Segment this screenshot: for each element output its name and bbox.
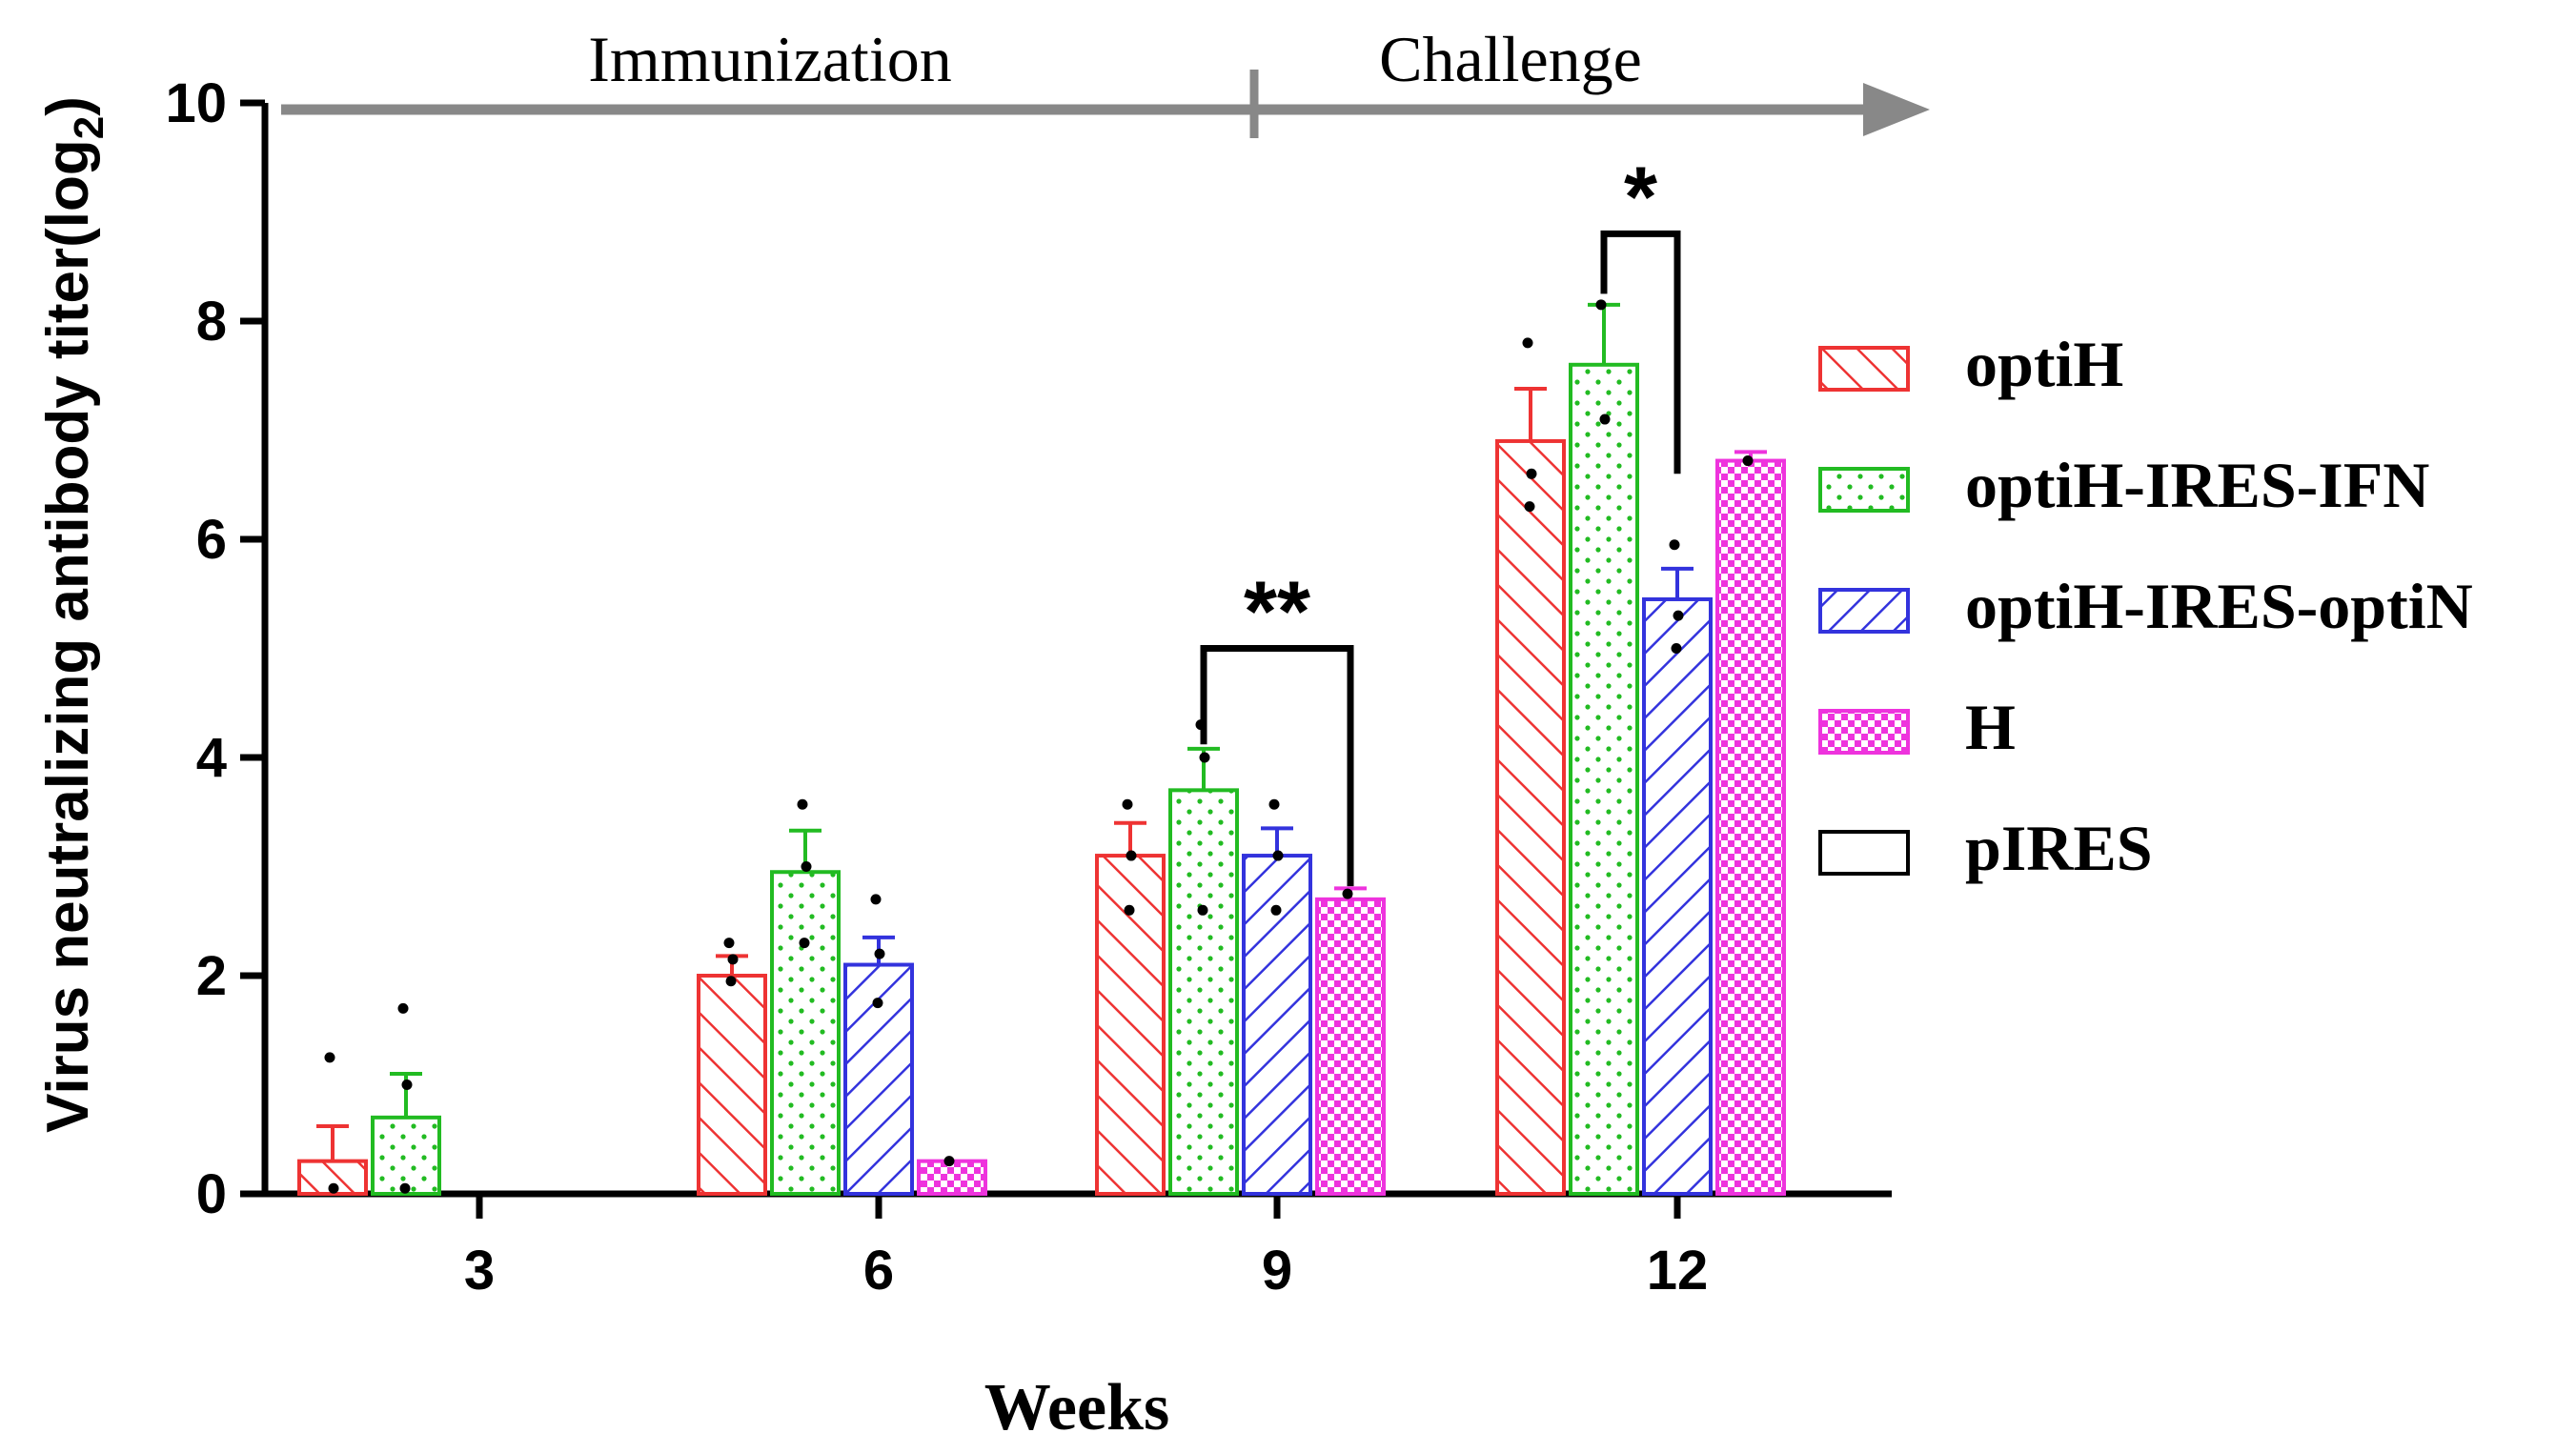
phase-timeline: Immunization Challenge	[281, 23, 1930, 138]
data-point	[797, 798, 808, 810]
data-point	[943, 1156, 955, 1167]
data-point	[324, 1052, 335, 1063]
x-axis-title: Weeks	[984, 1371, 1169, 1444]
legend-label: optiH-IRES-optiN	[1965, 570, 2473, 642]
x-tick-label: 6	[863, 1240, 894, 1302]
legend-label: H	[1965, 691, 2016, 763]
data-point	[1522, 337, 1533, 349]
data-point	[397, 1002, 409, 1014]
data-point	[799, 938, 810, 949]
data-point	[874, 948, 885, 959]
axes: 0 2 4 6 8 10 3 6 9 12 Weeks Virus neutralizing anti…	[35, 72, 1892, 1444]
data-point	[1524, 501, 1535, 513]
significance-bracket	[1600, 230, 1681, 474]
data-point	[1124, 904, 1135, 916]
data-point	[1599, 414, 1611, 425]
x-tick-label: 12	[1647, 1240, 1709, 1302]
bar	[917, 1159, 987, 1197]
data-point	[1742, 455, 1754, 467]
bar	[1168, 788, 1239, 1196]
phase-label: Challenge	[1379, 23, 1642, 95]
x-tick-label: 3	[464, 1240, 495, 1302]
data-point	[723, 938, 735, 949]
y-tick-label: 6	[196, 509, 227, 571]
bar	[1569, 362, 1639, 1196]
data-point	[1272, 850, 1284, 861]
bar	[371, 1115, 441, 1196]
significance-bracket	[1200, 645, 1354, 887]
data-point	[1671, 643, 1682, 654]
y-axis-title: Virus neutralizing antibody titer(log2)	[35, 96, 112, 1133]
legend-label: pIRES	[1965, 812, 2153, 884]
data-point	[399, 1182, 411, 1194]
y-axis-title-close: )	[35, 96, 101, 116]
y-tick-label: 8	[196, 291, 227, 353]
significance-label: **	[1244, 565, 1310, 660]
data-point	[1673, 610, 1684, 621]
data-point	[401, 1080, 413, 1090]
phase-label: Immunization	[588, 23, 951, 95]
data-point	[727, 954, 739, 965]
x-tick-label: 9	[1262, 1240, 1292, 1302]
legend: optiH optiH-IRES-IFN optiH-IRES-optiN HpIRE…	[1818, 328, 2473, 884]
data-point	[1199, 752, 1210, 763]
legend-swatch	[1818, 709, 1910, 755]
data-point	[1595, 299, 1607, 311]
data-point	[1342, 888, 1353, 899]
bar	[697, 974, 767, 1196]
y-tick-label: 4	[196, 727, 227, 789]
significance-label: *	[1624, 150, 1657, 245]
bar	[1715, 458, 1786, 1196]
legend-swatch	[1818, 830, 1910, 876]
legend-swatch	[1818, 588, 1910, 634]
data-point	[1669, 539, 1680, 551]
y-axis-title-subscript: 2	[66, 116, 112, 139]
legend-swatch	[1818, 346, 1910, 392]
bars	[297, 299, 1786, 1197]
data-point	[1270, 904, 1282, 916]
legend-label: optiH-IRES-IFN	[1965, 449, 2429, 521]
bar	[1315, 897, 1386, 1196]
data-point	[1197, 904, 1208, 916]
bar	[770, 870, 841, 1196]
phase-arrow-head	[1863, 83, 1930, 136]
data-point	[328, 1182, 339, 1194]
bar	[297, 1159, 368, 1197]
data-point	[1126, 850, 1137, 861]
legend-label: optiH	[1965, 328, 2123, 400]
y-tick-label: 0	[196, 1163, 227, 1225]
data-point	[725, 976, 737, 987]
data-point	[872, 998, 883, 1009]
significance-annotations: ***	[1200, 150, 1681, 887]
data-point	[801, 861, 812, 872]
y-axis-title-main: Virus neutralizing antibody titer(log	[35, 139, 101, 1133]
bar	[1642, 596, 1713, 1196]
y-tick-label: 10	[165, 72, 227, 134]
bar	[1495, 438, 1566, 1196]
legend-swatch	[1818, 467, 1910, 513]
data-point	[1526, 468, 1537, 479]
data-point	[1122, 798, 1133, 810]
y-tick-label: 2	[196, 945, 227, 1007]
data-point	[1268, 798, 1280, 810]
data-point	[870, 894, 882, 905]
